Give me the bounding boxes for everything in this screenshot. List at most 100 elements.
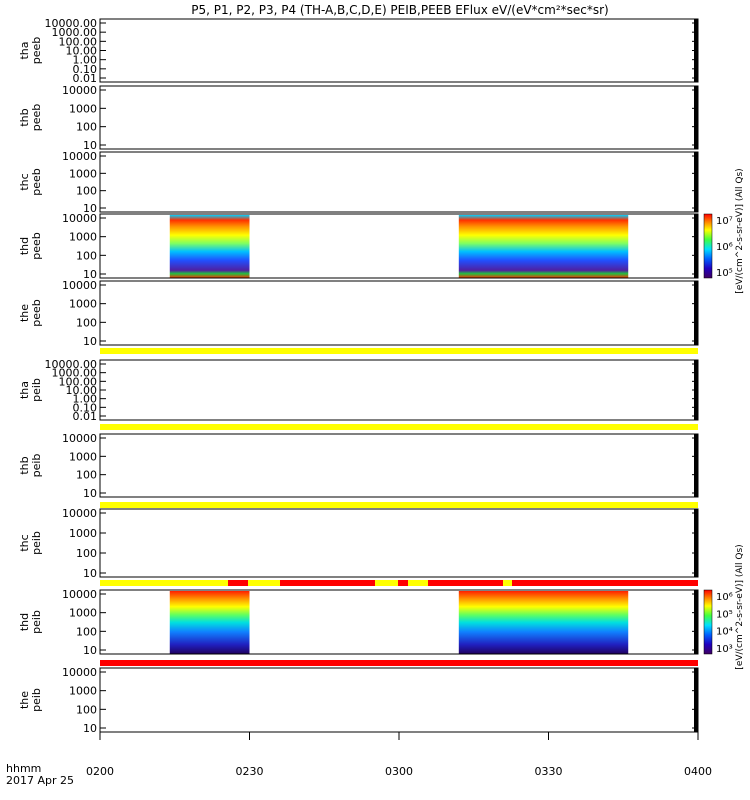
y-tick-label: 0.01 [73, 410, 98, 423]
y-tick-label: 100 [76, 316, 97, 329]
flag-bar-segment [248, 580, 280, 586]
x-tick-label: 0200 [86, 765, 114, 778]
y-tick-label: 10000 [62, 666, 97, 679]
y-tick-label: 1000 [69, 685, 97, 698]
colorbar-tick-label: 10³ [716, 644, 733, 655]
y-tick-label: 0.10 [73, 63, 98, 76]
y-tick-label: 10 [83, 335, 97, 348]
y-tick-label: 1.00 [73, 54, 98, 67]
panel-probe-label: thb [18, 456, 31, 474]
y-tick-label: 100 [76, 185, 97, 198]
colorbar-tick-label: 10⁷ [716, 216, 733, 227]
y-tick-label: 100 [76, 121, 97, 134]
panel-product-label: peib [30, 378, 43, 402]
panel-probe-label: the [18, 691, 31, 709]
flag-bar-segment [100, 580, 228, 586]
panel-probe-label: thb [18, 108, 31, 126]
y-tick-label: 10000 [62, 507, 97, 520]
right-edge-ticks [694, 86, 698, 149]
y-tick-label: 100.00 [59, 375, 98, 388]
flag-bar [100, 502, 698, 508]
panel-probe-label: thc [18, 173, 31, 190]
panel-thb-peeb: 10000 1000 100 10 thb peeb [18, 84, 699, 152]
y-tick-label: 100 [76, 469, 97, 482]
panel-product-label: peeb [30, 168, 43, 196]
colorbar-tick-label: 10⁶ [716, 592, 733, 603]
y-tick-label: 10 [83, 567, 97, 580]
y-tick-label: 1000 [69, 167, 97, 180]
y-tick-label: 10000.00 [45, 17, 98, 30]
flag-bar-segment [512, 580, 698, 586]
panel-frame [99, 151, 699, 213]
right-edge-ticks [694, 214, 698, 278]
panel-frame [99, 18, 699, 83]
panel-product-label: peib [30, 531, 43, 555]
y-tick-label: 10000 [62, 212, 97, 225]
spectrogram-block [458, 591, 629, 654]
y-tick-label: 100 [76, 703, 97, 716]
flag-bar-segment [280, 580, 375, 586]
panel-product-label: peeb [30, 37, 43, 65]
right-edge-ticks [694, 360, 698, 420]
right-edge-ticks [694, 668, 698, 732]
x-axis-date-label: 2017 Apr 25 [6, 774, 74, 787]
colorbar-tick-label: 10⁵ [716, 609, 733, 620]
panel-the-peeb: 10000 1000 100 10 the peeb [18, 279, 699, 354]
panel-stack: 10000.001000.00100.0010.001.000.100.01th… [18, 17, 699, 735]
colorbar-tick-label: 10⁶ [716, 242, 733, 253]
y-tick-label: 1000 [69, 102, 97, 115]
y-tick-label: 1.00 [73, 393, 98, 406]
panel-probe-label: thd [18, 237, 31, 255]
y-tick-label: 10 [83, 139, 97, 152]
y-tick-label: 10 [83, 644, 97, 657]
colorbar-label: [eV/(cm^2-s-sr-eV)] (All Qs) [735, 168, 745, 293]
flag-bar [100, 348, 698, 354]
flag-bar-segment [228, 580, 248, 586]
spectrogram-block [169, 591, 250, 654]
y-tick-label: 100 [76, 249, 97, 262]
spectrogram-block [458, 215, 629, 278]
panel-product-label: peeb [30, 299, 43, 327]
spectrogram-block [169, 215, 250, 278]
y-tick-label: 1000.00 [52, 367, 98, 380]
panel-frame [99, 667, 699, 733]
y-tick-label: 10.00 [66, 45, 98, 58]
x-tick-label: 0300 [385, 765, 413, 778]
x-tick-label: 0330 [535, 765, 563, 778]
flag-bar-segment [408, 580, 428, 586]
right-edge-ticks [694, 281, 698, 345]
x-tick-label: 0230 [236, 765, 264, 778]
panel-the-peib: 10000 1000 100 10 the peib [18, 666, 699, 735]
panel-probe-label: thd [18, 613, 31, 631]
flag-bar-segment [503, 580, 512, 586]
panel-probe-label: thc [18, 534, 31, 551]
right-edge-ticks [694, 434, 698, 497]
panel-product-label: peeb [30, 232, 43, 260]
panel-frame [99, 359, 699, 421]
y-tick-label: 1000 [69, 450, 97, 463]
y-tick-label: 100.00 [59, 35, 98, 48]
colorbar [703, 589, 713, 655]
flag-bar [100, 660, 698, 666]
panel-thd-peib: 10000 1000 100 10 thd peib [18, 588, 699, 666]
y-tick-label: 10 [83, 268, 97, 281]
y-tick-label: 10 [83, 722, 97, 735]
right-edge-ticks [694, 590, 698, 654]
panel-thb-peib: 10000 1000 100 10 thb peib [18, 432, 699, 508]
x-axis-corner-label: hhmm [6, 762, 41, 775]
panel-product-label: peib [30, 454, 43, 478]
colorbar-label: [eV/(cm^2-s-sr-eV)] (All Qs) [735, 544, 745, 669]
right-edge-ticks [694, 509, 698, 577]
panel-thc-peeb: 10000 1000 100 10 thc peeb [18, 150, 699, 215]
y-tick-label: 1000.00 [52, 26, 98, 39]
figure-title: P5, P1, P2, P3, P4 (TH-A,B,C,D,E) PEIB,P… [191, 3, 608, 17]
y-tick-label: 10 [83, 487, 97, 500]
y-tick-label: 0.10 [73, 401, 98, 414]
y-tick-label: 10000 [62, 588, 97, 601]
y-tick-label: 1000 [69, 231, 97, 244]
y-tick-label: 1000 [69, 607, 97, 620]
panel-frame [99, 85, 699, 150]
